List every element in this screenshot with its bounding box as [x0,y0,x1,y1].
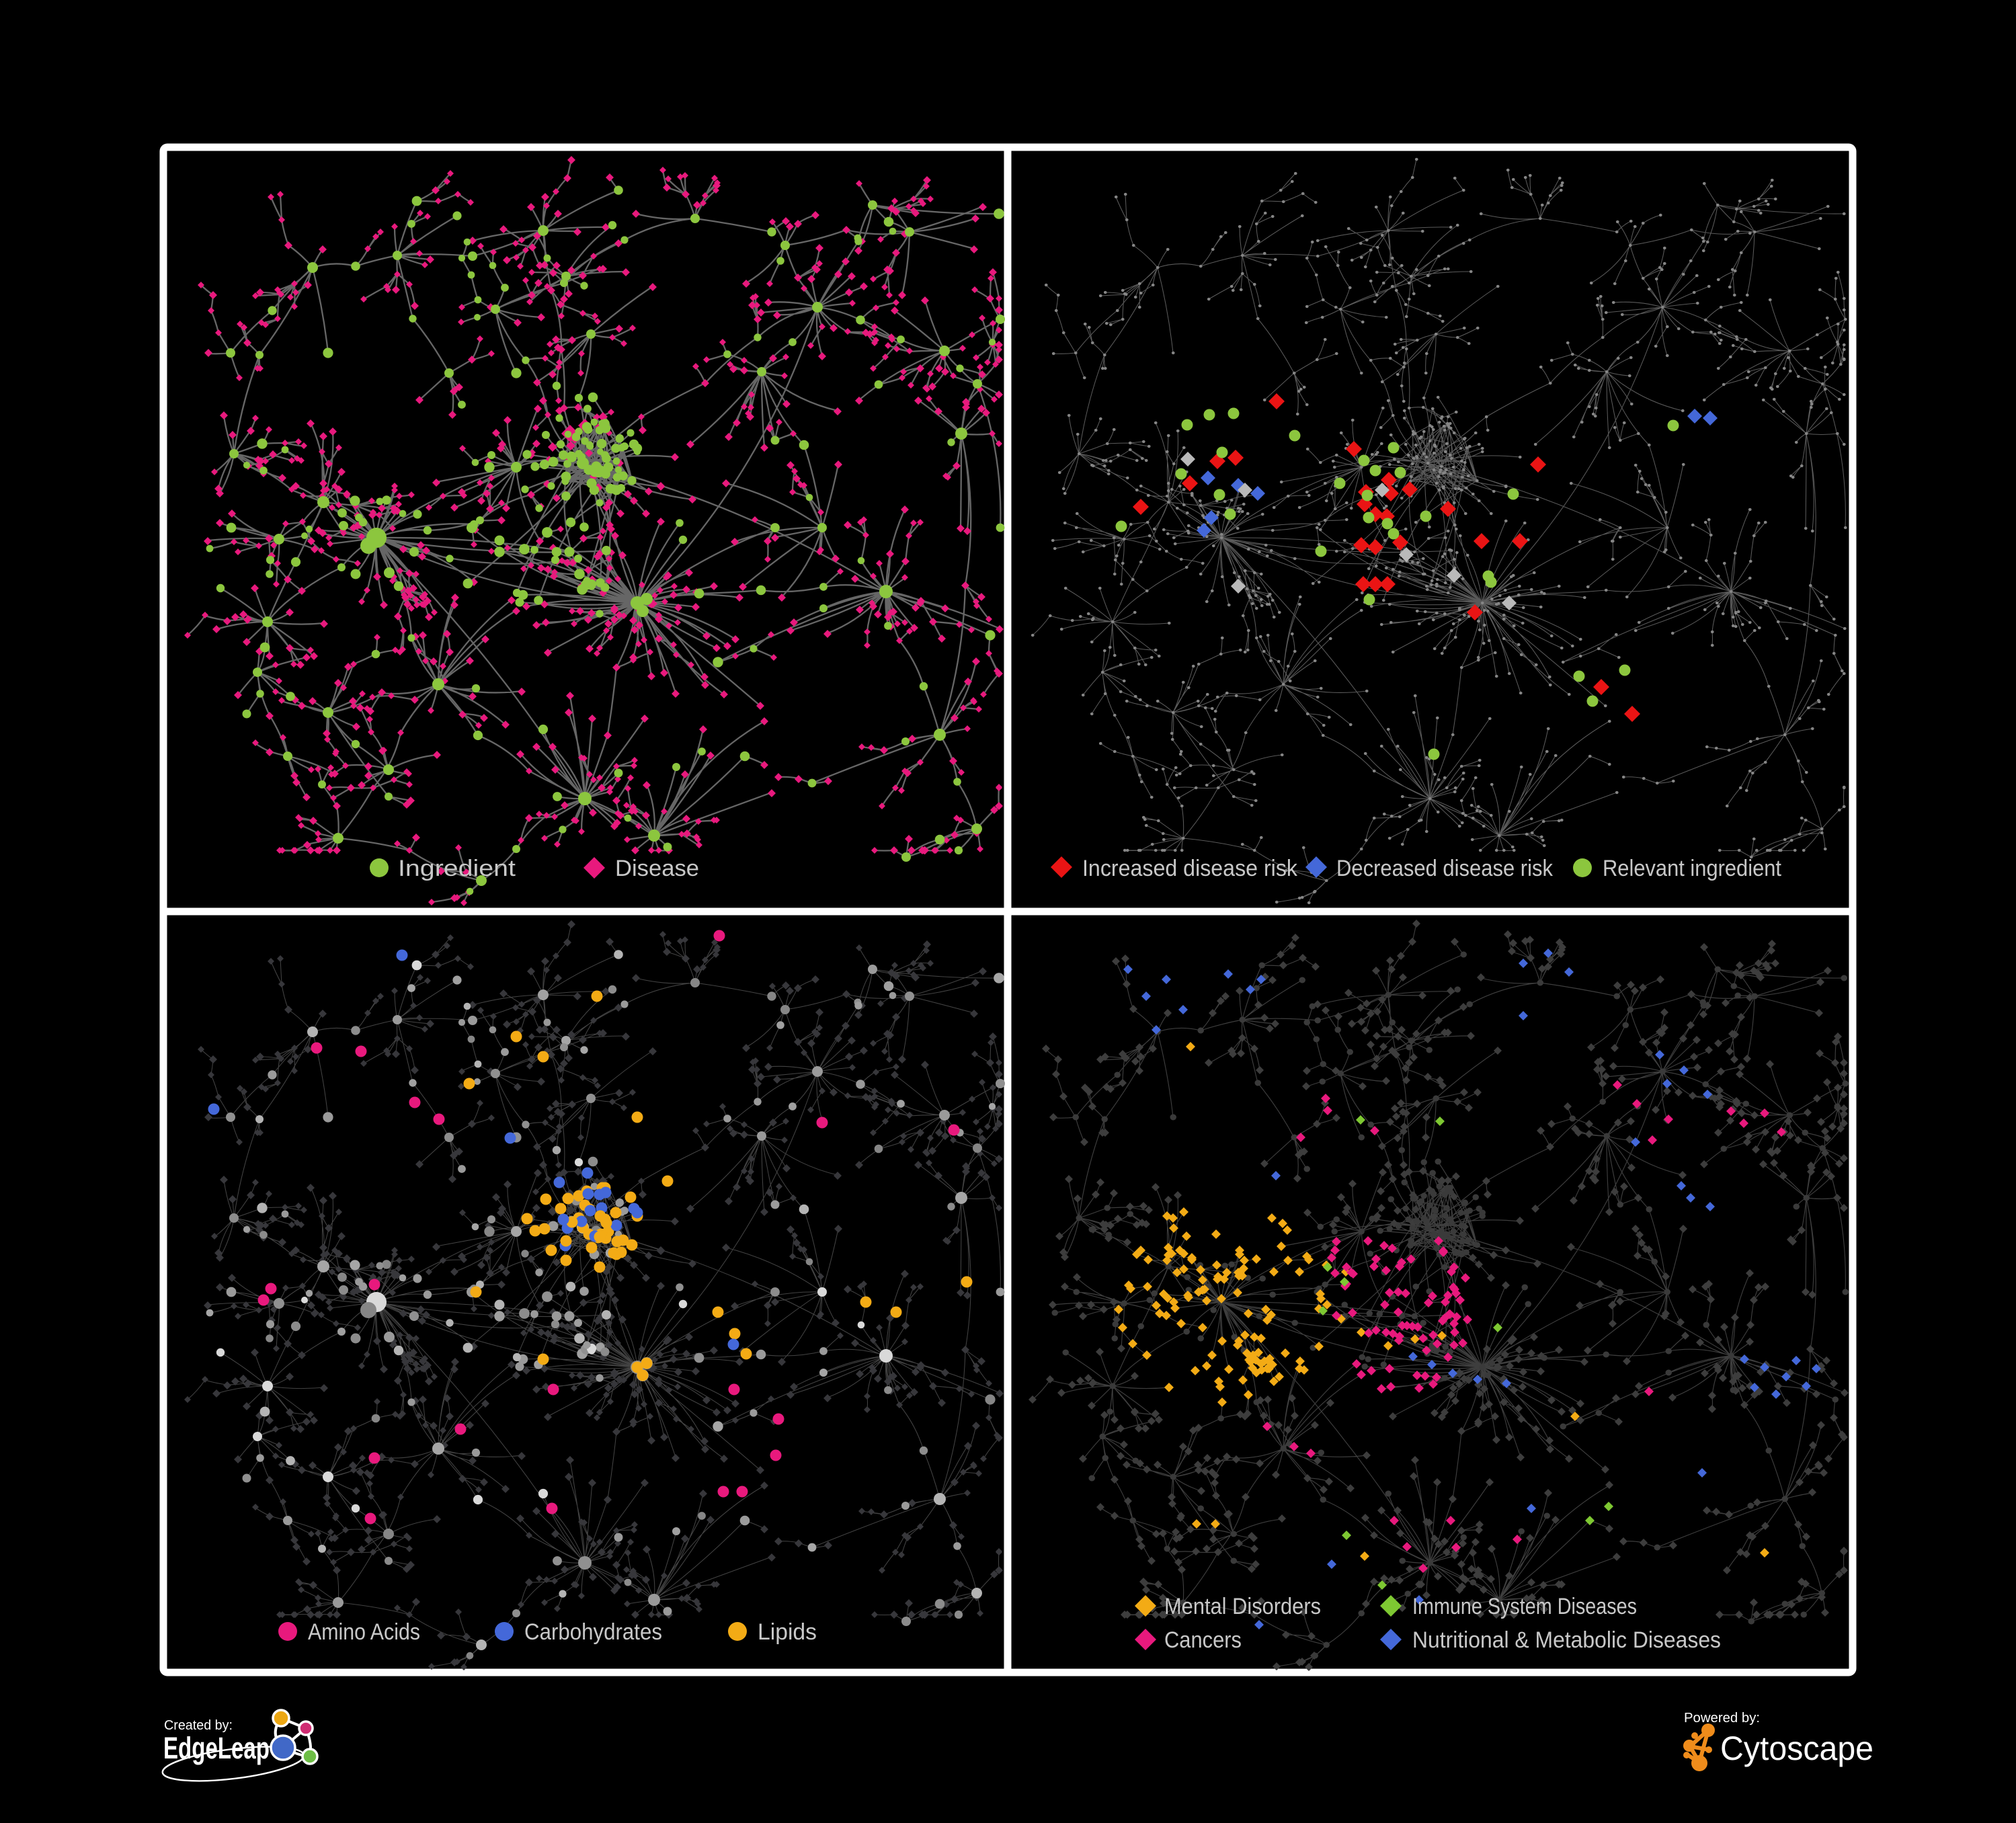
svg-text:Cytoscape: Cytoscape [1720,1730,1873,1767]
svg-text:Relevant ingredient: Relevant ingredient [1603,856,1782,881]
svg-text:Nutritional & Metabolic Diseas: Nutritional & Metabolic Diseases [1412,1627,1721,1653]
svg-text:Increased disease risk: Increased disease risk [1082,856,1298,881]
svg-text:Mental Disorders: Mental Disorders [1164,1594,1321,1619]
svg-text:Carbohydrates: Carbohydrates [524,1619,662,1645]
svg-text:Decreased disease risk: Decreased disease risk [1336,856,1554,881]
svg-text:Powered by:: Powered by: [1684,1711,1760,1726]
svg-text:Disease: Disease [615,856,699,881]
svg-text:Lipids: Lipids [758,1619,817,1645]
svg-text:Cancers: Cancers [1164,1627,1242,1653]
svg-text:Immune System Diseases: Immune System Diseases [1412,1594,1637,1619]
svg-text:Created by:: Created by: [164,1718,233,1733]
svg-text:Amino Acids: Amino Acids [308,1619,420,1645]
svg-text:Ingredient: Ingredient [398,856,516,881]
